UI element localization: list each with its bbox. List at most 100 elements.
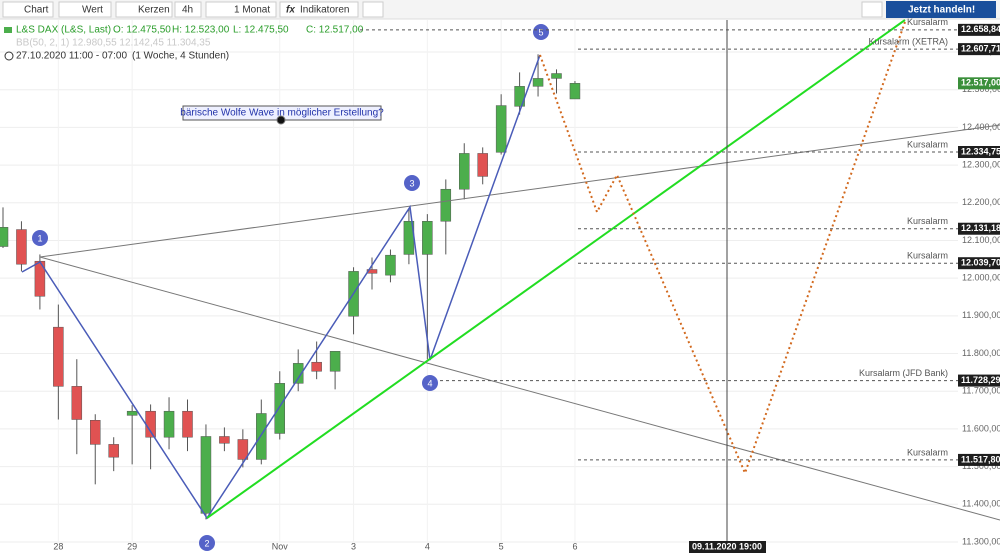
candle-body [440,188,452,222]
candle-body [551,73,562,79]
price-box [958,43,1000,56]
price-box [958,257,1000,270]
candle-body [182,410,193,438]
wolfe-wave [21,54,541,520]
candle-body [71,386,83,420]
candle-body [292,363,304,384]
candle-body [569,83,581,100]
candle-body [495,105,507,153]
candle-body [477,153,488,177]
y-tick-label: 11.900,00 [962,310,1000,320]
y-tick-label: 11.700,00 [962,386,1000,396]
interval-button[interactable] [174,1,202,18]
range-button-label: 1 Monat [234,5,270,16]
range-button[interactable] [205,1,277,18]
x-tick-label: 6 [572,541,577,551]
price-box-label: 12.334,75 [961,146,1000,156]
ohlc-value: C: 12.517,00 [306,25,364,36]
indicators-button-label: Indikatoren [300,5,349,16]
price-box [958,453,1000,466]
crosshair-box [689,541,766,553]
ohlc-value: O: 12.475,50 [113,25,171,36]
clock-icon [4,51,14,61]
candles-button[interactable] [115,1,173,18]
projection [539,21,906,476]
y-tick-label: 11.400,00 [962,499,1000,509]
last-price-label: 12.517,00 [961,78,1000,88]
candle-body [53,326,64,387]
price-box-label: 12.131,18 [961,223,1000,233]
title: L&S DAX (L&S, Last) [16,25,111,36]
wave-point-label: 2 [204,538,209,548]
wave-point [422,375,438,391]
candle-body [274,383,285,434]
candle-body [237,439,249,460]
series-swatch [4,27,12,33]
y-tick-label: 11.300,00 [962,536,1000,546]
trend-line [39,256,1000,521]
price-box [958,23,1000,36]
wave-point-label: 1 [37,233,42,243]
alert-label: Kursalarm [907,139,948,149]
annotation: bärische Wolfe Wave in möglicher Erstell… [180,108,384,119]
price-box-label: 12.658,84 [961,24,1000,34]
toolbar: Chart Wert Kerzen 4h 1 Monat fx Indikato… [0,0,1000,20]
candle-body [16,229,27,265]
chart-button[interactable] [2,1,54,18]
y-tick-label: 12.300,00 [962,159,1000,169]
ohlc-value: H: 12.523,00 [172,25,230,36]
candle-body [200,436,212,514]
indicators-button[interactable] [279,1,359,18]
price-box-label: 12.607,71 [961,44,1000,54]
candle-body [126,410,138,416]
price-box-label: 11.517,80 [961,454,1000,464]
candle-body [0,227,9,247]
price-box [958,374,1000,387]
fx-icon: fx [286,5,295,16]
wave-point [404,175,420,191]
candle-body [163,410,175,438]
wave-point-label: 3 [409,178,414,188]
wave-point [533,24,549,40]
interval-button-label: 4h [182,5,193,16]
alert-label: Kursalarm (JFD Bank) [859,368,948,378]
y-tick-label: 12.200,00 [962,197,1000,207]
trade-button-label: Jetzt handeln! [908,5,975,16]
y-tick-label: 12.100,00 [962,235,1000,245]
x-tick-label: 3 [351,541,356,551]
period: 27.10.2020 11:00 - 07:00 [16,51,127,62]
target-line [206,19,906,519]
anchor-dot [276,115,286,125]
wave-point-label: 4 [427,378,432,388]
alert-label: Kursalarm [907,216,948,226]
price-box-label: 11.728,29 [961,375,1000,385]
chart-button-label: Chart [24,5,49,16]
x-tick-label: 4 [425,541,430,551]
indicator: BB(50, 2, 1) 12.980,55 12.142,45 11.304,… [16,38,211,49]
candle-body [219,436,230,444]
candle-body [459,153,470,190]
candle-body [145,410,156,438]
plot: 11.300,00 11.400,00 11.500,00 11.600,00 11.7… [0,20,1000,551]
alert-label: Kursalarm [907,447,948,457]
trend-line [39,124,1000,258]
up-button[interactable] [861,1,883,18]
candle-body [108,444,119,458]
wave-point [32,230,48,246]
period-detail: (1 Woche, 4 Stunden) [132,51,229,62]
x-tick-label: 28 [53,541,63,551]
last-price-box [958,77,1000,90]
candle-body [385,254,396,276]
x-tick-label: Nov [272,541,289,551]
y-tick-label: 11.500,00 [962,461,1000,471]
y-tick-label: 12.400,00 [962,122,1000,132]
flag-button[interactable] [362,1,384,18]
price-box [958,146,1000,159]
value-button[interactable] [58,1,112,18]
value-button-label: Wert [82,5,103,16]
price-box-label: 12.039,70 [961,258,1000,268]
candle-body [422,221,433,255]
y-tick-label: 11.800,00 [962,348,1000,358]
trade-button[interactable] [886,1,996,18]
